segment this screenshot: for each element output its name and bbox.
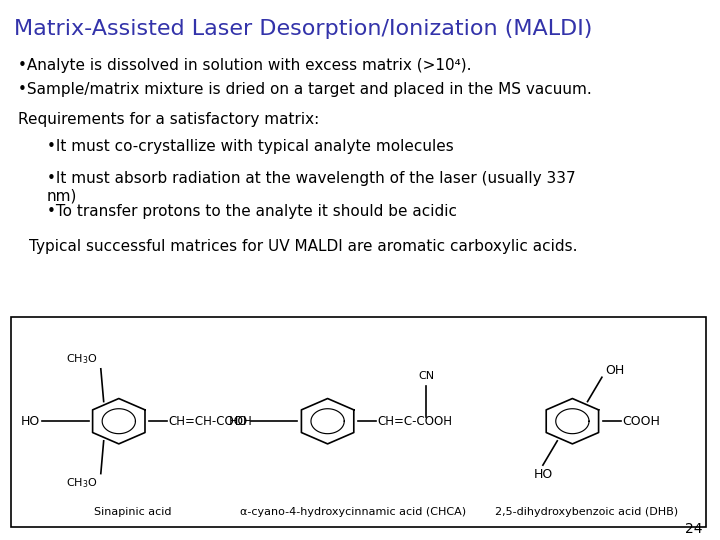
Text: •It must absorb radiation at the wavelength of the laser (usually 337
nm): •It must absorb radiation at the wavelen… <box>47 171 575 204</box>
FancyBboxPatch shape <box>11 317 706 526</box>
Text: CH=C-COOH: CH=C-COOH <box>377 415 452 428</box>
Text: 24: 24 <box>685 522 702 536</box>
Text: CH$_3$O: CH$_3$O <box>66 352 97 366</box>
Text: HO: HO <box>20 415 40 428</box>
Text: CH$_3$O: CH$_3$O <box>66 476 97 490</box>
Text: Sinapinic acid: Sinapinic acid <box>94 507 172 517</box>
Text: •Sample/matrix mixture is dried on a target and placed in the MS vacuum.: •Sample/matrix mixture is dried on a tar… <box>18 82 592 97</box>
Text: Requirements for a satisfactory matrix:: Requirements for a satisfactory matrix: <box>18 112 319 127</box>
Text: HO: HO <box>534 468 552 481</box>
Text: CN: CN <box>418 370 434 381</box>
Text: 2,5-dihydroxybenzoic acid (DHB): 2,5-dihydroxybenzoic acid (DHB) <box>495 507 678 517</box>
Text: •Analyte is dissolved in solution with excess matrix (>10⁴).: •Analyte is dissolved in solution with e… <box>18 58 472 73</box>
Text: OH: OH <box>606 364 625 377</box>
Text: HO: HO <box>229 415 248 428</box>
Text: •It must co-crystallize with typical analyte molecules: •It must co-crystallize with typical ana… <box>47 139 454 154</box>
Text: Matrix-Assisted Laser Desorption/Ionization (MALDI): Matrix-Assisted Laser Desorption/Ionizat… <box>14 19 593 39</box>
Text: CH=CH-COOH: CH=CH-COOH <box>168 415 252 428</box>
Text: •To transfer protons to the analyte it should be acidic: •To transfer protons to the analyte it s… <box>47 204 456 219</box>
Text: α-cyano-4-hydroxycinnamic acid (CHCA): α-cyano-4-hydroxycinnamic acid (CHCA) <box>240 507 466 517</box>
Text: Typical successful matrices for UV MALDI are aromatic carboxylic acids.: Typical successful matrices for UV MALDI… <box>29 239 577 254</box>
Text: COOH: COOH <box>622 415 660 428</box>
